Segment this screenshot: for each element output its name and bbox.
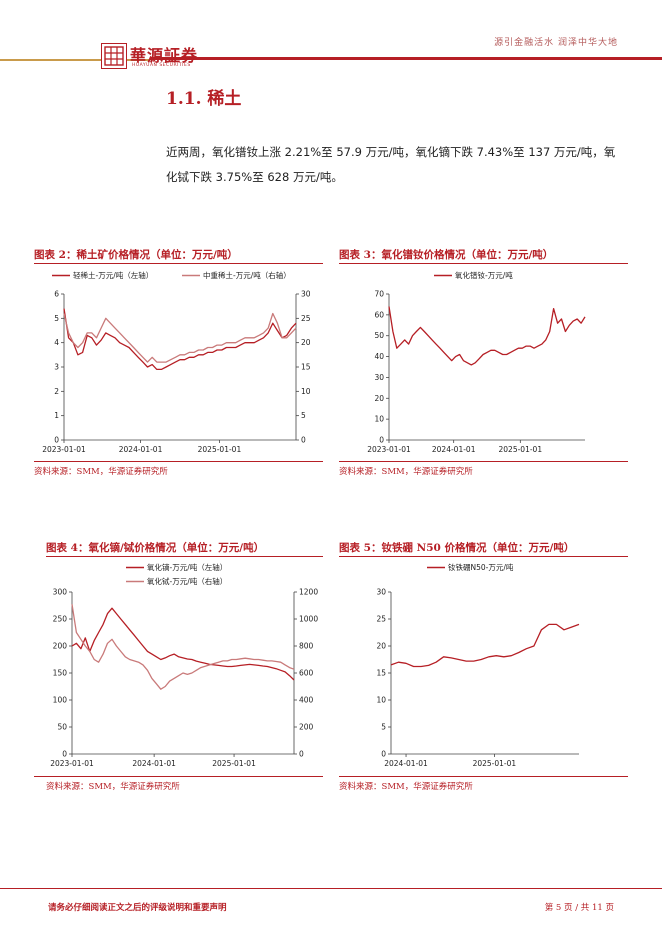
left-tick-label: 100	[53, 696, 68, 705]
left-tick-label: 0	[381, 750, 386, 759]
figure-5-bottom-rule	[339, 776, 628, 777]
figure-2-bottom-rule	[34, 461, 323, 462]
right-tick-label: 800	[299, 642, 314, 651]
right-tick-label: 1000	[299, 615, 318, 624]
left-tick-label: 2	[54, 387, 59, 396]
right-tick-label: 30	[301, 290, 311, 299]
figure-3-rule	[339, 263, 628, 264]
left-tick-label: 20	[374, 394, 384, 403]
figure-2-source: 资料来源：SMM，华源证券研究所	[34, 467, 168, 477]
x-tick-label: 2024-01-01	[132, 759, 176, 768]
figure-5-rule	[339, 556, 628, 557]
left-tick-label: 5	[54, 314, 59, 323]
x-tick-label: 2023-01-01	[50, 759, 94, 768]
left-tick-label: 1	[54, 411, 59, 420]
right-tick-label: 0	[299, 750, 304, 759]
x-tick-label: 2025-01-01	[198, 445, 242, 454]
header-rule-red	[150, 57, 662, 60]
series-line-1	[388, 306, 586, 366]
figure-4-source: 资料来源：SMM，华源证券研究所	[46, 782, 180, 792]
legend-label-1: 轻稀土-万元/吨（左轴）	[73, 270, 153, 280]
left-tick-label: 50	[57, 723, 67, 732]
x-tick-label: 2024-01-01	[432, 445, 476, 454]
left-tick-label: 0	[62, 750, 67, 759]
series-line-2	[71, 604, 295, 690]
header-rule-gold	[0, 59, 150, 61]
right-tick-label: 600	[299, 669, 314, 678]
right-tick-label: 200	[299, 723, 314, 732]
figure-2-rule	[34, 263, 323, 264]
left-tick-label: 40	[374, 352, 384, 361]
header-slogan: 源引金融活水 润泽中华大地	[494, 38, 618, 48]
x-tick-label: 2024-01-01	[384, 759, 428, 768]
figure-5-chart: 0 5 10 15 20 25 30 2024-01-01 2025-01-01 钕铁硼N50-万…	[376, 562, 580, 768]
left-tick-label: 10	[376, 696, 386, 705]
right-tick-label: 25	[301, 314, 311, 323]
left-tick-label: 30	[376, 588, 386, 597]
left-tick-label: 6	[54, 290, 59, 299]
left-tick-label: 300	[53, 588, 68, 597]
legend-label-1: 钕铁硼N50-万元/吨	[448, 562, 514, 572]
left-tick-label: 4	[54, 338, 59, 347]
footer-rule	[0, 888, 662, 889]
logo-name: 華源証券	[130, 46, 199, 65]
series-line-1	[63, 308, 297, 371]
figure-5-title: 图表 5：钕铁硼 N50 价格情况（单位：万元/吨）	[339, 542, 575, 554]
legend-label-1: 氧化镝-万元/吨（左轴）	[147, 562, 227, 572]
figure-4-chart: 0 50 100 150 200 250 300 0 200 400 600 800 1000 1200 2…	[50, 562, 318, 768]
right-tick-label: 15	[301, 363, 311, 372]
right-tick-label: 10	[301, 387, 311, 396]
figure-3-chart: 0 10 20 30 40 50 60 70 2023-01-01 2024-01-01 2025-…	[367, 270, 586, 454]
left-tick-label: 60	[374, 310, 384, 319]
left-tick-label: 30	[374, 373, 384, 382]
figure-5-source: 资料来源：SMM，华源证券研究所	[339, 782, 473, 792]
right-tick-label: 5	[301, 411, 306, 420]
legend-label-1: 氧化镨钕-万元/吨	[455, 270, 513, 280]
figure-4-bottom-rule	[34, 776, 323, 777]
left-tick-label: 3	[54, 363, 59, 372]
left-tick-label: 25	[376, 615, 386, 624]
x-tick-label: 2025-01-01	[499, 445, 543, 454]
figure-3-title: 图表 3：氧化镨钕价格情况（单位：万元/吨）	[339, 249, 554, 261]
x-tick-label: 2025-01-01	[212, 759, 256, 768]
series-line-1	[71, 607, 295, 681]
figure-4-rule	[46, 556, 323, 557]
right-tick-label: 1200	[299, 588, 318, 597]
left-tick-label: 20	[376, 642, 386, 651]
right-tick-label: 400	[299, 696, 314, 705]
left-tick-label: 150	[53, 669, 68, 678]
left-tick-label: 5	[381, 723, 386, 732]
logo-seal-icon	[101, 43, 127, 69]
series-line-1	[390, 623, 580, 668]
left-tick-label: 10	[374, 415, 384, 424]
footer-notice: 请务必仔细阅读正文之后的评级说明和重要声明	[48, 903, 227, 913]
series-line-2	[63, 312, 297, 363]
left-tick-label: 70	[374, 290, 384, 299]
legend-label-2: 中重稀土-万元/吨（右轴）	[203, 270, 291, 280]
figure-2-chart: 0 1 2 3 4 5 6 0 5 10 15 20 25 30 2023-01-01 2024-01-01 2…	[42, 270, 311, 454]
left-tick-label: 50	[374, 331, 384, 340]
x-tick-label: 2025-01-01	[473, 759, 517, 768]
logo-english: HUAYUAN SECURITIES	[132, 63, 191, 68]
figure-3-source: 资料来源：SMM，华源证券研究所	[339, 467, 473, 477]
right-tick-label: 0	[301, 436, 306, 445]
section-title: 1.1. 稀土	[166, 89, 242, 109]
legend-label-2: 氧化铽-万元/吨（右轴）	[147, 576, 227, 586]
footer-page-number: 第 5 页 / 共 11 页	[544, 903, 614, 913]
x-tick-label: 2023-01-01	[367, 445, 411, 454]
x-tick-label: 2024-01-01	[119, 445, 163, 454]
right-tick-label: 20	[301, 338, 311, 347]
x-tick-label: 2023-01-01	[42, 445, 86, 454]
left-tick-label: 250	[53, 615, 68, 624]
figure-2-title: 图表 2：稀土矿价格情况（单位：万元/吨）	[34, 249, 238, 261]
left-tick-label: 0	[379, 436, 384, 445]
left-tick-label: 15	[376, 669, 386, 678]
left-tick-label: 0	[54, 436, 59, 445]
left-tick-label: 200	[53, 642, 68, 651]
figure-4-title: 图表 4：氧化镝/铽价格情况（单位：万元/吨）	[46, 542, 265, 554]
section-paragraph: 近两周，氧化镨钕上涨 2.21%至 57.9 万元/吨，氧化镝下跌 7.43%至…	[166, 145, 616, 184]
figure-3-bottom-rule	[339, 461, 628, 462]
